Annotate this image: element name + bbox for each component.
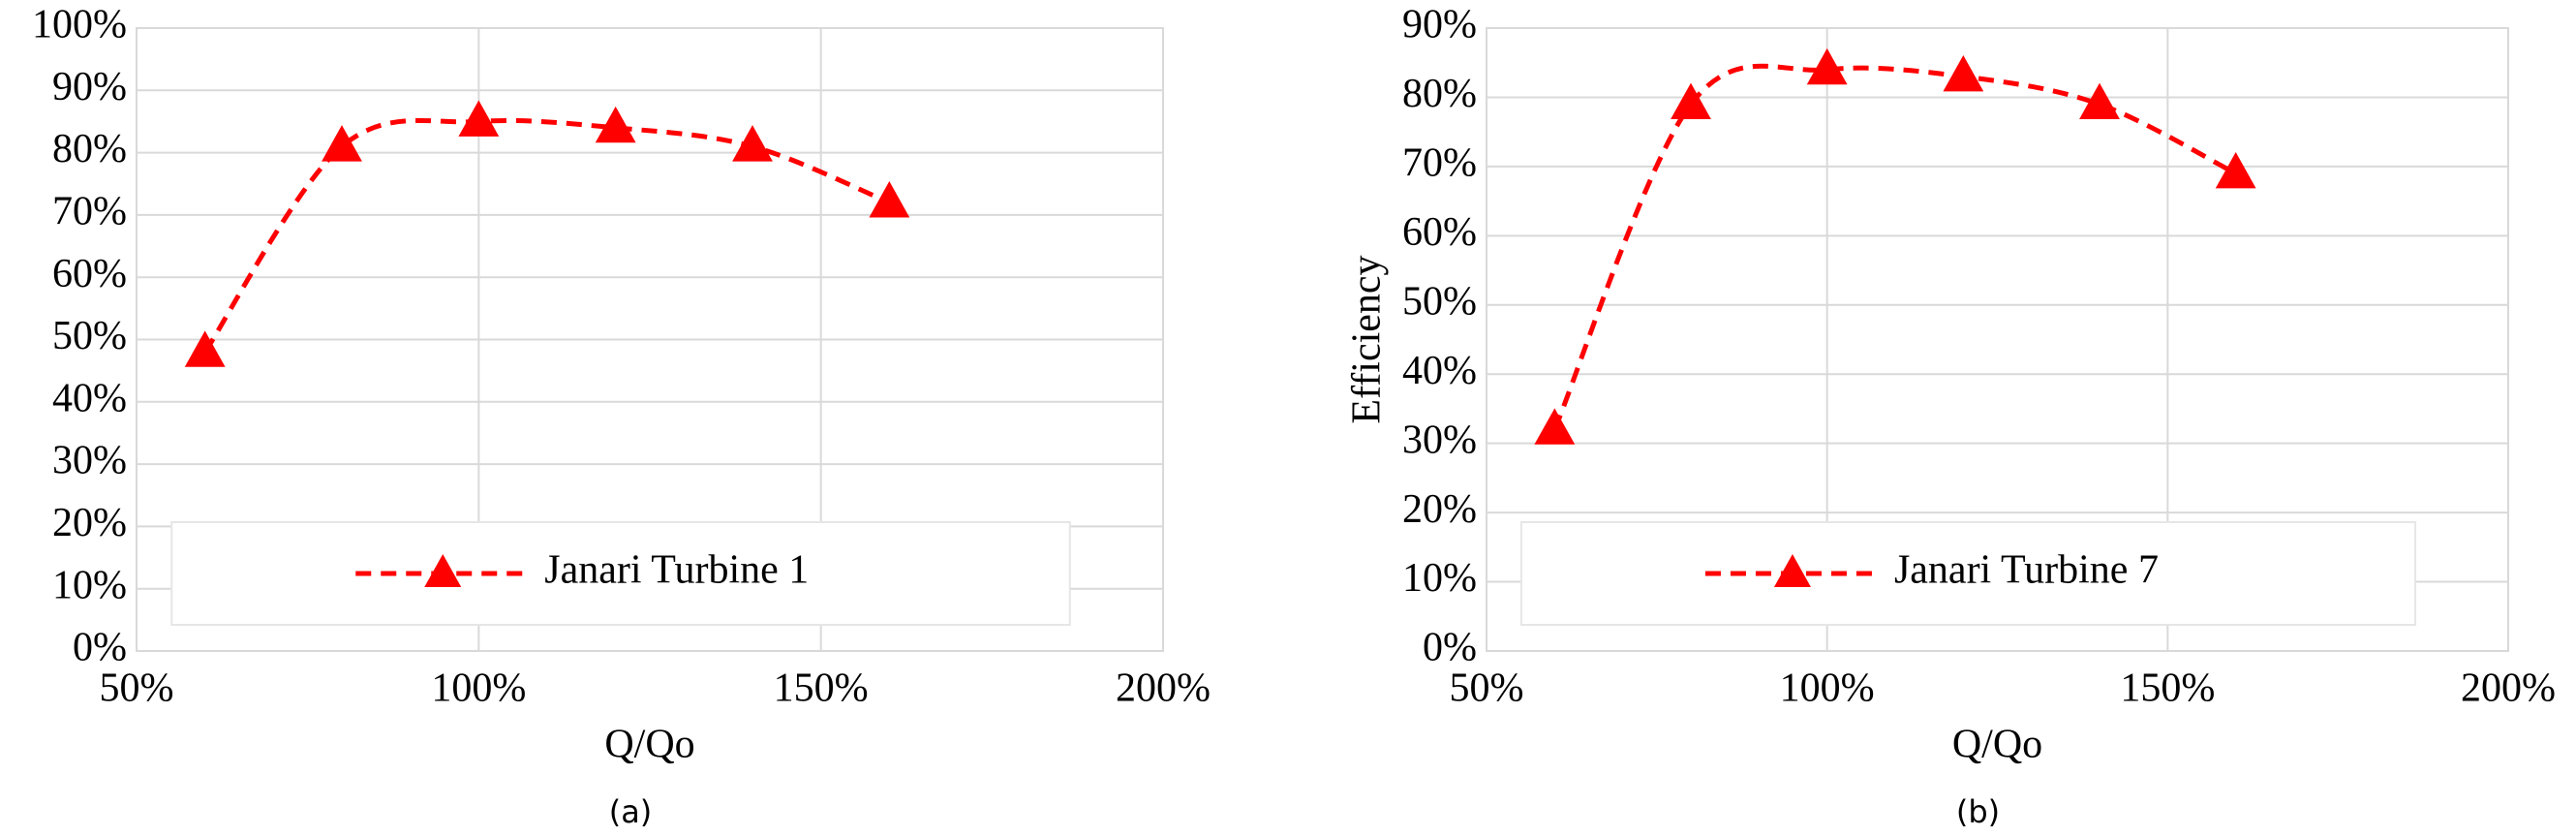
x-tick-label: 50% [1450, 666, 1524, 711]
y-tick-label: 30% [1402, 418, 1477, 462]
legend-label: Janari Turbine 7 [1894, 548, 2159, 593]
data-point [732, 125, 773, 162]
y-tick-label: 60% [52, 252, 127, 296]
legend-box [1519, 521, 2417, 626]
legend-marker [424, 554, 462, 587]
data-point [1534, 408, 1576, 445]
y-tick-label: 40% [52, 376, 127, 420]
y-axis-title: Efficiency [1345, 255, 1390, 423]
x-tick-label: 150% [774, 666, 869, 711]
legend-label: Janari Turbine 1 [544, 548, 809, 593]
y-tick-label: 0% [1423, 626, 1477, 670]
data-point [184, 330, 226, 367]
y-tick-label: 70% [52, 190, 127, 234]
x-tick-label: 200% [1116, 666, 1211, 711]
legend-box [170, 521, 1071, 626]
y-tick-label: 80% [52, 127, 127, 171]
x-tick-label: 50% [100, 666, 174, 711]
y-tick-label: 20% [52, 501, 127, 545]
legend-marker [1773, 554, 1811, 587]
x-tick-label: 200% [2461, 666, 2556, 711]
y-tick-label: 40% [1402, 349, 1477, 393]
data-point [1671, 82, 1711, 119]
y-tick-label: 30% [52, 439, 127, 483]
data-point [595, 106, 636, 143]
plot-frame [136, 27, 1164, 652]
data-point [322, 125, 362, 162]
y-tick-label: 60% [1402, 210, 1477, 255]
data-point [1806, 47, 1848, 85]
y-tick-label: 50% [1402, 279, 1477, 324]
data-point [2079, 82, 2120, 119]
y-tick-label: 70% [1402, 141, 1477, 186]
y-tick-label: 100% [32, 3, 127, 47]
plot-frame [1486, 27, 2509, 652]
x-axis-title: Q/Qo [604, 723, 694, 767]
y-tick-label: 10% [52, 563, 127, 607]
data-point [458, 100, 500, 137]
y-tick-label: 90% [1402, 3, 1477, 47]
y-tick-label: 20% [1402, 487, 1477, 532]
x-tick-label: 100% [431, 666, 526, 711]
y-tick-label: 50% [52, 314, 127, 358]
caption: (b) [1956, 793, 2000, 830]
data-point [2215, 152, 2256, 189]
x-tick-label: 150% [2120, 666, 2215, 711]
x-tick-label: 100% [1780, 666, 1875, 711]
caption: (a) [609, 793, 653, 830]
series-line [202, 117, 891, 354]
data-point [869, 181, 910, 218]
y-tick-label: 0% [73, 626, 127, 670]
data-point [1943, 55, 1984, 92]
y-tick-label: 80% [1402, 72, 1477, 116]
y-tick-label: 90% [52, 65, 127, 109]
x-axis-title: Q/Qo [1952, 723, 2042, 767]
y-tick-label: 10% [1402, 556, 1477, 601]
